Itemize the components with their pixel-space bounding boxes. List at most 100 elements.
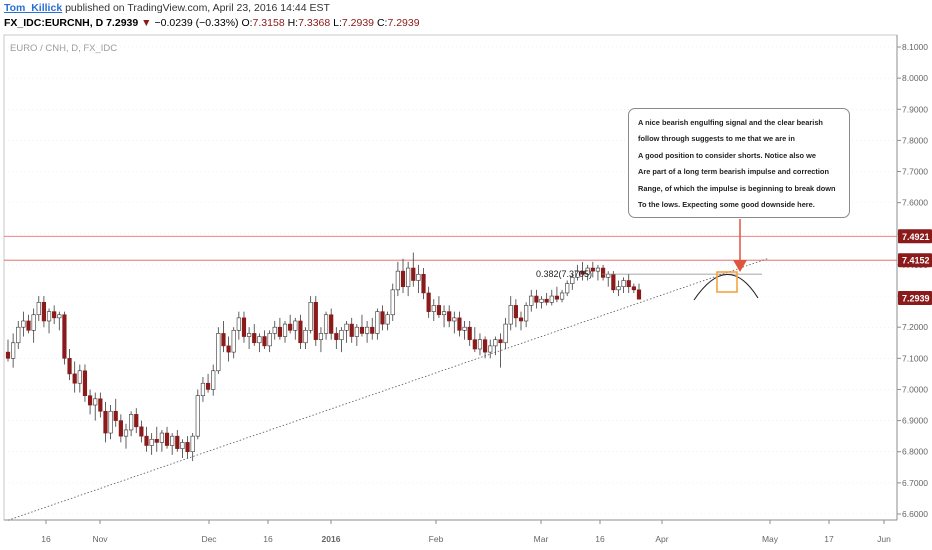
candle-body[interactable] [544,298,549,303]
candle-body[interactable] [303,330,308,344]
candle-body[interactable] [590,267,595,272]
candle-body[interactable] [493,339,498,347]
candle-body[interactable] [211,370,216,390]
candle-body[interactable] [600,267,606,278]
candle-body[interactable] [575,270,580,278]
candle-body[interactable] [77,370,82,384]
candle-body[interactable] [359,326,365,334]
candle-body[interactable] [636,289,642,300]
candle-body[interactable] [467,326,472,340]
candle-body[interactable] [180,442,185,449]
candle-body[interactable] [364,326,370,334]
candle-body[interactable] [595,267,601,272]
candle-body[interactable] [272,326,277,334]
candle-body[interactable] [267,333,272,347]
candle-body[interactable] [529,295,534,306]
candle-body[interactable] [154,438,159,443]
candle-body[interactable] [11,342,16,359]
candle-body[interactable] [16,326,21,344]
candle-body[interactable] [631,286,636,291]
candle-body[interactable] [616,286,621,291]
candle-body[interactable] [524,305,529,322]
candle-body[interactable] [318,333,324,340]
candle-body[interactable] [370,326,375,334]
candle-body[interactable] [611,273,616,291]
candle-body[interactable] [62,314,67,359]
candle-body[interactable] [52,311,57,319]
candle-body[interactable] [559,292,565,300]
candle-body[interactable] [400,270,406,288]
candle-body[interactable] [134,414,139,428]
candle-body[interactable] [426,292,431,312]
candle-body[interactable] [277,326,282,337]
candle-body[interactable] [149,438,154,446]
candle-body[interactable] [477,339,483,350]
candle-body[interactable] [518,317,524,322]
candle-body[interactable] [385,314,390,325]
candle-body[interactable] [488,345,493,353]
candle-body[interactable] [462,326,467,331]
candle-body[interactable] [164,432,170,446]
candle-body[interactable] [41,301,47,322]
candle-body[interactable] [416,273,421,281]
candle-body[interactable] [103,410,108,434]
candle-body[interactable] [626,280,631,288]
candle-body[interactable] [503,323,508,344]
candle-body[interactable] [21,320,26,328]
candle-body[interactable] [447,311,452,322]
candle-body[interactable] [257,336,262,344]
candle-body[interactable] [554,295,560,300]
candle-body[interactable] [565,283,570,294]
candle-body[interactable] [431,305,436,312]
candle-body[interactable] [236,317,241,331]
candle-body[interactable] [139,426,144,437]
candle-body[interactable] [200,382,206,396]
candle-body[interactable] [457,317,462,331]
candle-body[interactable] [339,330,344,340]
candle-body[interactable] [113,410,118,421]
candle-body[interactable] [313,301,318,340]
candle-body[interactable] [298,320,303,344]
candle-body[interactable] [67,358,72,375]
candle-body[interactable] [205,382,211,390]
candle-body[interactable] [82,370,88,396]
candle-body[interactable] [375,311,380,334]
candle-body[interactable] [262,336,267,347]
candle-body[interactable] [452,317,457,322]
candle-body[interactable] [288,323,293,331]
candle-body[interactable] [421,273,426,294]
candle-body[interactable] [72,373,77,384]
candle-body[interactable] [498,339,503,344]
candle-body[interactable] [390,289,395,316]
candle-body[interactable] [221,333,226,347]
candle-body[interactable] [26,320,31,331]
candle-body[interactable] [334,333,339,340]
candle-body[interactable] [190,435,195,453]
candle-body[interactable] [344,323,349,331]
candle-body[interactable] [170,435,175,446]
candle-body[interactable] [549,295,554,303]
candle-body[interactable] [349,323,354,337]
candle-body[interactable] [513,305,518,319]
candle-body[interactable] [36,301,41,316]
candle-body[interactable] [585,267,590,275]
candle-body[interactable] [406,267,411,288]
candle-body[interactable] [580,270,585,275]
candle-body[interactable] [57,314,62,319]
candle-body[interactable] [93,398,98,406]
candle-body[interactable] [436,305,442,316]
author-link[interactable]: Tom_Killick [4,2,63,14]
candle-body[interactable] [323,314,329,334]
candle-body[interactable] [5,351,11,359]
candle-body[interactable] [293,320,298,331]
candle-body[interactable] [441,311,447,316]
candle-body[interactable] [534,295,539,303]
candle-body[interactable] [175,435,180,449]
candle-body[interactable] [31,314,36,331]
candle-body[interactable] [508,305,513,325]
candle-body[interactable] [380,311,385,325]
candle-body[interactable] [252,333,257,344]
candle-body[interactable] [241,317,247,337]
dotted-trendline[interactable] [7,258,768,521]
candle-body[interactable] [159,432,165,443]
